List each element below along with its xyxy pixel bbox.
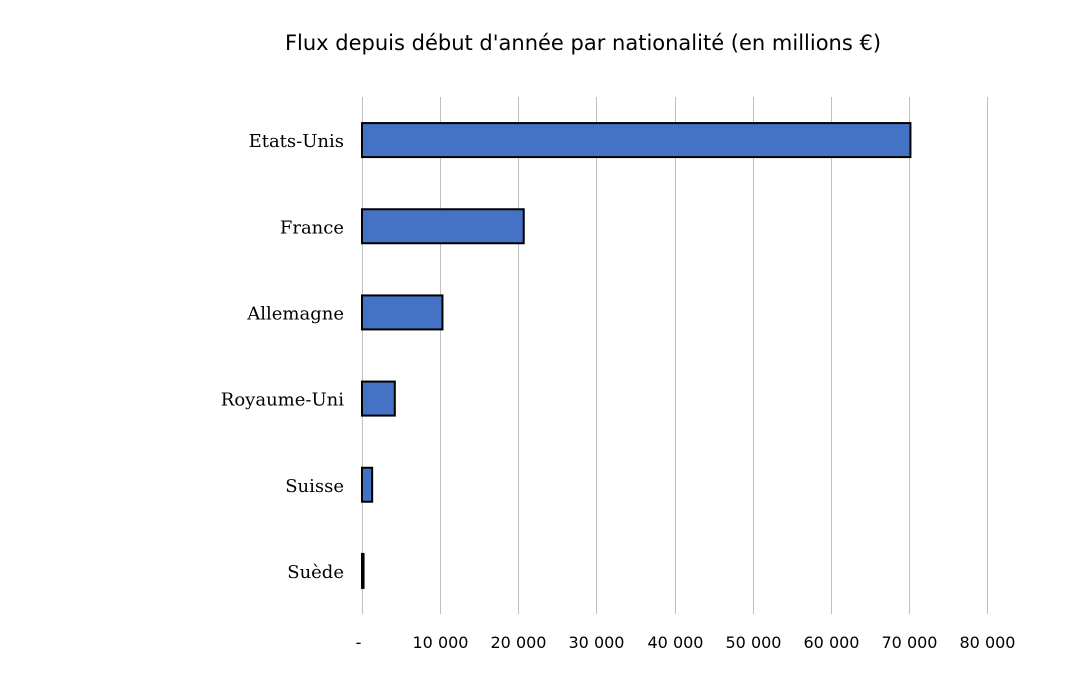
x-tick-label: - (356, 633, 362, 652)
x-tick-label: 20 000 (491, 633, 547, 652)
bars (361, 122, 912, 589)
category-label: Etats-Unis (249, 131, 344, 152)
bar (361, 380, 396, 417)
category-label: Suède (287, 562, 344, 583)
category-label: Allemagne (246, 303, 344, 324)
chart-title: Flux depuis début d'année par nationalit… (285, 31, 881, 55)
x-tick-label: 70 000 (882, 633, 938, 652)
x-tick-label: 60 000 (804, 633, 860, 652)
category-label: Suisse (285, 476, 344, 497)
bar (361, 122, 912, 159)
x-tick-label: 40 000 (648, 633, 704, 652)
bar (361, 208, 525, 245)
x-tick-label: 50 000 (726, 633, 782, 652)
x-tick-label: 30 000 (569, 633, 625, 652)
x-tick-label: 10 000 (413, 633, 469, 652)
category-label: Royaume-Uni (221, 390, 344, 411)
gridlines (362, 97, 988, 614)
bar (361, 466, 374, 503)
category-label: France (280, 217, 344, 238)
x-axis-tick-labels: - 10 000 20 000 30 000 40 000 50 000 60 000 70 … (356, 633, 1016, 652)
bar (361, 294, 444, 331)
bar (361, 552, 365, 589)
x-tick-label: 80 000 (960, 633, 1016, 652)
category-labels: Etats-Unis France Allemagne Royaume-Uni Suis… (221, 131, 344, 583)
